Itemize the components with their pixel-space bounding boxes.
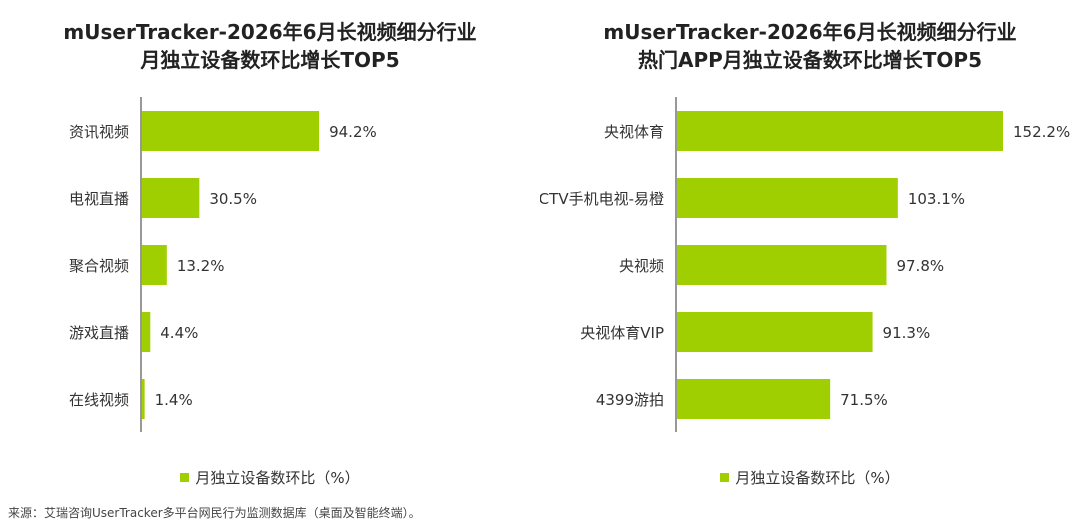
data-label: 71.5% bbox=[840, 391, 888, 409]
category-label: 央视体育 bbox=[604, 123, 664, 141]
data-label: 97.8% bbox=[896, 257, 944, 275]
chart-title: mUserTracker-2026年6月长视频细分行业 热门APP月独立设备数环… bbox=[540, 18, 1080, 74]
category-label: 4399游拍 bbox=[596, 391, 664, 409]
chart-title: mUserTracker-2026年6月长视频细分行业 月独立设备数环比增长TO… bbox=[0, 18, 540, 74]
data-label: 30.5% bbox=[209, 190, 257, 208]
chart-right: mUserTracker-2026年6月长视频细分行业 热门APP月独立设备数环… bbox=[540, 0, 1080, 500]
chart-title-line-2: 热门APP月独立设备数环比增长TOP5 bbox=[637, 48, 982, 72]
category-label: 央视体育VIP bbox=[580, 324, 664, 342]
category-label: 在线视频 bbox=[69, 391, 129, 409]
category-label: 央视频 bbox=[619, 257, 664, 275]
category-label: 游戏直播 bbox=[69, 324, 129, 342]
bar-plot: 央视体育 152.2% CCTV手机电视-易橙 103.1% 央视频 97.8% 央视体育V… bbox=[540, 97, 1070, 432]
bar bbox=[142, 312, 151, 352]
bar-plot: 资讯视频 94.2% 电视直播 30.5% 聚合视频 13.2% 游戏直播 4.4% 在线视频 1… bbox=[69, 97, 377, 432]
category-label: 资讯视频 bbox=[69, 123, 129, 141]
bar bbox=[142, 111, 320, 151]
chart-title-line-2: 月独立设备数环比增长TOP5 bbox=[140, 48, 400, 72]
legend-swatch bbox=[180, 473, 190, 482]
bar bbox=[677, 379, 831, 419]
chart-left: mUserTracker-2026年6月长视频细分行业 月独立设备数环比增长TO… bbox=[0, 0, 540, 500]
legend: 月独立设备数环比（%） bbox=[540, 467, 1080, 488]
legend-swatch bbox=[720, 473, 730, 482]
data-label: 152.2% bbox=[1013, 123, 1070, 141]
bar bbox=[677, 312, 873, 352]
chart-title-line-1: mUserTracker-2026年6月长视频细分行业 bbox=[603, 20, 1017, 44]
data-label: 91.3% bbox=[883, 324, 931, 342]
chart-title-line-1: mUserTracker-2026年6月长视频细分行业 bbox=[63, 20, 477, 44]
category-label: 聚合视频 bbox=[69, 257, 129, 275]
bar bbox=[677, 111, 1003, 151]
data-label: 1.4% bbox=[155, 391, 193, 409]
bar bbox=[677, 245, 887, 285]
bar bbox=[142, 178, 200, 218]
bar bbox=[142, 379, 145, 419]
bar bbox=[677, 178, 898, 218]
category-label: CCTV手机电视-易橙 bbox=[540, 190, 664, 208]
legend-label: 月独立设备数环比（%） bbox=[735, 469, 900, 487]
data-label: 4.4% bbox=[160, 324, 198, 342]
data-label: 94.2% bbox=[329, 123, 377, 141]
legend: 月独立设备数环比（%） bbox=[0, 467, 540, 488]
data-label: 103.1% bbox=[908, 190, 965, 208]
category-label: 电视直播 bbox=[69, 190, 129, 208]
legend-label: 月独立设备数环比（%） bbox=[195, 469, 360, 487]
data-label: 13.2% bbox=[177, 257, 225, 275]
source-note: 来源：艾瑞咨询UserTracker多平台网民行为监测数据库（桌面及智能终端）。 bbox=[8, 506, 421, 520]
bar bbox=[142, 245, 167, 285]
